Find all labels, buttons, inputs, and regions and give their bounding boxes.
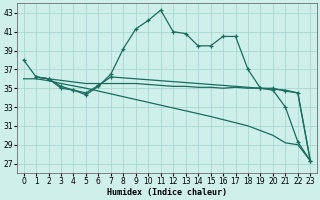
X-axis label: Humidex (Indice chaleur): Humidex (Indice chaleur) [107,188,227,197]
